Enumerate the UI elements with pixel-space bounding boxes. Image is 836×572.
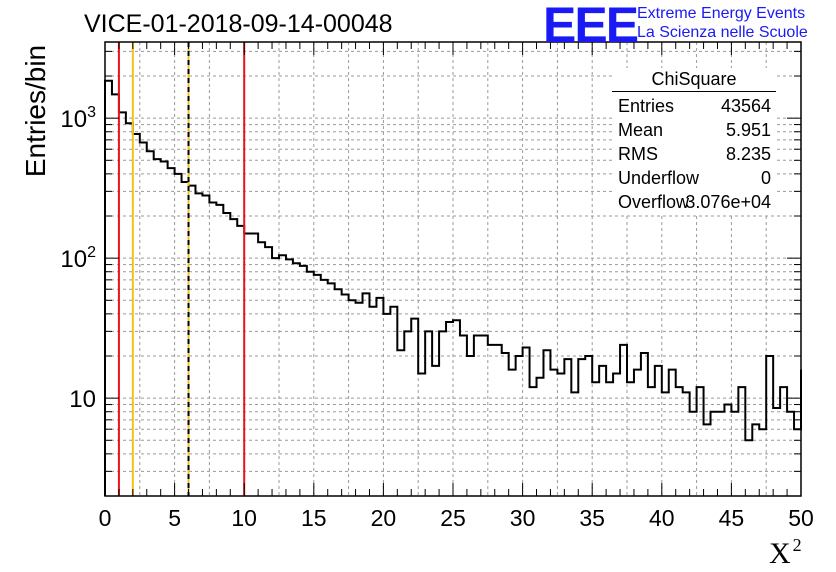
x-tick-label: 40: [649, 505, 675, 531]
y-tick-label: 103: [60, 104, 96, 133]
stats-value: 0: [760, 168, 771, 188]
stats-row-underflow: Underflow 0: [612, 166, 776, 190]
stats-value: 8.235: [725, 144, 771, 164]
stats-value: 5.951: [725, 120, 771, 140]
stats-label: Underflow: [618, 168, 700, 188]
stats-row-overflow: Overflow 3.076e+04: [612, 190, 776, 214]
stats-row-mean: Mean 5.951: [612, 118, 776, 142]
x-tick-label: 45: [719, 505, 745, 531]
stats-row-entries: Entries 43564: [612, 94, 776, 118]
histogram-series: [104, 79, 802, 496]
x-tick-label: 5: [168, 505, 181, 531]
y-tick-label-exponent: 2: [87, 244, 96, 261]
y-tick-label: 10: [69, 386, 96, 413]
x-tick-label: 10: [231, 505, 257, 531]
logo-line-1: Extreme Energy Events: [637, 5, 806, 22]
y-tick-label-exponent: 3: [87, 104, 96, 121]
x-tick-label: 35: [579, 505, 605, 531]
x-tick-label: 20: [371, 505, 397, 531]
stats-label: Entries: [618, 96, 675, 116]
logo-line-2: La Scienza nelle Scuole: [637, 24, 808, 41]
stats-row-rms: RMS 8.235: [612, 142, 776, 166]
x-tick-label: 15: [301, 505, 327, 531]
stats-value: 3.076e+04: [685, 192, 771, 212]
stats-box: ChiSquare Entries 43564 Mean 5.951 RMS 8.23…: [612, 68, 776, 214]
stats-title: ChiSquare: [612, 68, 776, 92]
y-tick-label-base: 10: [69, 386, 96, 413]
eee-logo: EEE: [543, 0, 639, 53]
x-tick-label: 30: [510, 505, 536, 531]
y-axis-label: Entries/bin: [20, 44, 51, 178]
x-axis-label-base: X: [769, 537, 791, 570]
x-tick-label: 50: [788, 505, 814, 531]
x-axis-label-exponent: 2: [792, 535, 802, 555]
x-tick-label: 0: [99, 505, 112, 531]
y-tick-label-base: 10: [60, 246, 87, 273]
x-tick-label: 25: [440, 505, 466, 531]
y-tick-label-base: 10: [60, 106, 87, 133]
stats-label: Overflow: [618, 192, 690, 212]
stats-value: 43564: [720, 96, 771, 116]
y-tick-label: 102: [60, 244, 96, 273]
stats-label: Mean: [618, 120, 664, 140]
plot-title: VICE-01-2018-09-14-00048: [84, 10, 393, 38]
stats-label: RMS: [618, 144, 658, 164]
logo-caption: Extreme Energy Events La Scienza nelle S…: [637, 4, 808, 42]
